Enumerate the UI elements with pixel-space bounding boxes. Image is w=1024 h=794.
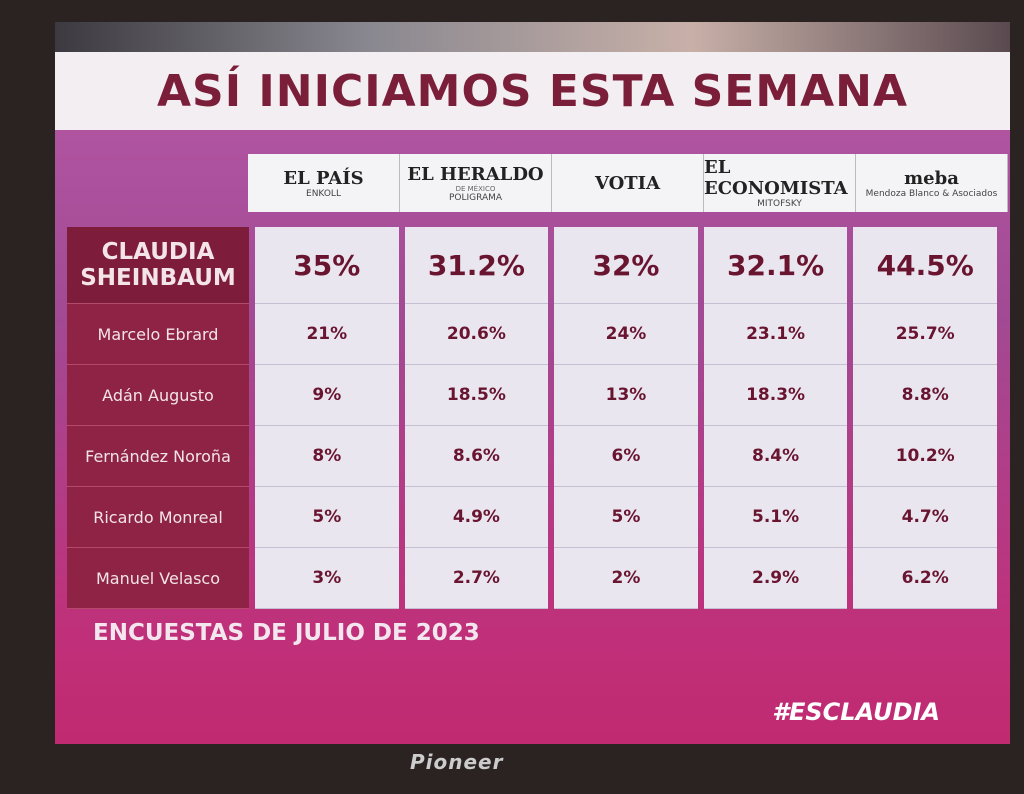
poll-value: 18.5%: [404, 365, 549, 426]
poll-value: 6%: [554, 426, 698, 487]
photo-strip: [55, 22, 1010, 52]
pollster-sub: POLIGRAMA: [448, 192, 503, 203]
tv-screen: ASÍ INICIAMOS ESTA SEMANA EL PAÍS ENKOLL E…: [55, 22, 1010, 744]
candidate-name: Manuel Velasco: [67, 548, 249, 609]
poll-value: 8.8%: [853, 365, 997, 426]
poll-table: CLAUDIA SHEINBAUM 35% 31.2% 32% 32.1% 44.5% Ma…: [67, 227, 997, 609]
poll-value: 18.3%: [703, 365, 848, 426]
pollster-logo: EL PAÍS ENKOLL: [248, 154, 400, 212]
poll-value: 6.2%: [853, 548, 997, 609]
pollster-logo: VOTIA: [552, 154, 704, 212]
poll-value: 5.1%: [703, 487, 848, 548]
poll-value: 35%: [255, 227, 399, 304]
poll-value: 3%: [255, 548, 399, 609]
pollster-tagline: DE MÉXICO: [455, 184, 496, 193]
poll-value: 8.6%: [404, 426, 549, 487]
poll-value: 2.7%: [404, 548, 549, 609]
candidate-name: Ricardo Monreal: [67, 487, 249, 548]
footer-note: ENCUESTAS DE JULIO DE 2023: [93, 620, 480, 646]
candidate-name: Fernández Noroña: [67, 426, 249, 487]
pollster-logo: EL ECONOMISTA MITOFSKY: [704, 154, 856, 212]
poll-value: 13%: [554, 365, 698, 426]
poll-value: 23.1%: [703, 304, 848, 365]
title: ASÍ INICIAMOS ESTA SEMANA: [156, 65, 909, 117]
pollster-name: EL HERALDO: [407, 163, 544, 185]
poll-value: 20.6%: [404, 304, 549, 365]
pollster-name: VOTIA: [594, 172, 661, 194]
pollster-sub: ENKOLL: [306, 188, 341, 199]
poll-value: 2.9%: [703, 548, 848, 609]
hashtag: #ESCLAUDIA: [772, 698, 940, 726]
poll-value: 10.2%: [853, 426, 997, 487]
poll-value: 9%: [255, 365, 399, 426]
tv-brand: Pioneer: [410, 750, 504, 774]
poll-value: 32.1%: [703, 227, 848, 304]
pollster-sub: MITOFSKY: [757, 199, 802, 209]
candidate-name: Marcelo Ebrard: [67, 304, 249, 365]
poll-value: 5%: [554, 487, 698, 548]
poll-value: 4.9%: [404, 487, 549, 548]
poll-value: 25.7%: [853, 304, 997, 365]
pollster-sub: Mendoza Blanco & Asociados: [865, 188, 998, 199]
poll-value: 8.4%: [703, 426, 848, 487]
pollster-logos: EL PAÍS ENKOLL EL HERALDO DE MÉXICO POLIGRAM…: [248, 154, 1008, 212]
poll-value: 32%: [554, 227, 698, 304]
title-bar: ASÍ INICIAMOS ESTA SEMANA: [55, 52, 1010, 130]
poll-value: 24%: [554, 304, 698, 365]
poll-value: 31.2%: [404, 227, 549, 304]
poll-value: 44.5%: [853, 227, 997, 304]
candidate-name: CLAUDIA SHEINBAUM: [67, 227, 249, 304]
poll-value: 5%: [255, 487, 399, 548]
pollster-name: meba: [904, 167, 959, 189]
candidate-name: Adán Augusto: [67, 365, 249, 426]
pollster-logo: meba Mendoza Blanco & Asociados: [856, 154, 1008, 212]
poll-value: 2%: [554, 548, 698, 609]
poll-value: 8%: [255, 426, 399, 487]
poll-value: 4.7%: [853, 487, 997, 548]
pollster-name: EL ECONOMISTA: [704, 157, 848, 199]
pollster-name: EL PAÍS: [283, 167, 364, 189]
poll-value: 21%: [255, 304, 399, 365]
pollster-logo: EL HERALDO DE MÉXICO POLIGRAMA: [400, 154, 552, 212]
